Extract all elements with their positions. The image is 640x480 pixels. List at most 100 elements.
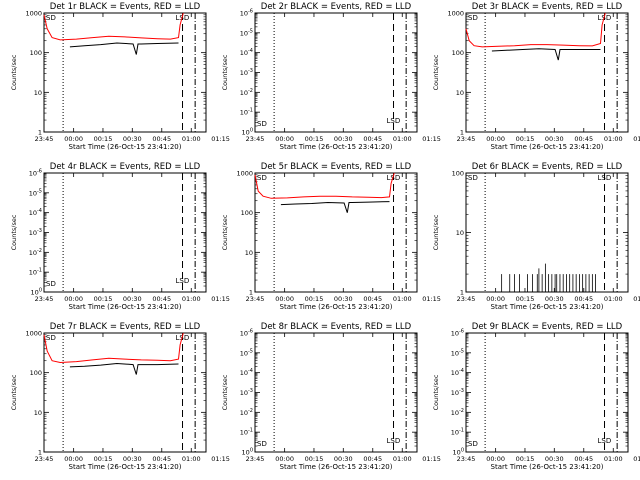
x-axis-label: Start Time (26-Oct-15 23:41:20) (491, 463, 604, 471)
y-tick-label-base: 10 (242, 449, 250, 457)
events-series-line (69, 42, 179, 55)
y-tick-label: 1000 (236, 170, 253, 178)
y-tick-label-base: 10 (240, 109, 248, 117)
y-tick-label-base: 10 (240, 29, 248, 37)
x-axis-label: Start Time (26-Oct-15 23:41:20) (69, 303, 182, 311)
y-axis-label: Counts/sec (10, 374, 18, 410)
x-tick-label: 23:45 (457, 455, 476, 463)
y-tick-label: 10-6 (240, 329, 253, 338)
y-tick-label-base: 10 (240, 49, 248, 57)
x-tick-label: 00:30 (545, 295, 564, 303)
plot-frame (43, 332, 207, 453)
y-tick-label: 100 (453, 448, 464, 457)
y-tick-label: 10-5 (451, 348, 464, 357)
x-tick-label: 00:15 (516, 135, 535, 143)
x-tick-label: 01:00 (393, 135, 412, 143)
y-tick-label: 10-2 (29, 248, 42, 257)
y-tick-label-exp: 0 (461, 448, 464, 454)
y-tick-label-base: 10 (240, 69, 248, 77)
events-series-line (280, 201, 390, 213)
panel-title: Det 7r BLACK = Events, RED = LLD (50, 322, 201, 332)
x-axis-label: Start Time (26-Oct-15 23:41:20) (280, 463, 393, 471)
plot-frame (465, 332, 629, 453)
marker-sd: SD (468, 440, 478, 448)
detector-panel-1: Det 1r BLACK = Events, RED = LLD 23:45 00:… (10, 2, 230, 151)
y-tick-label: 1 (460, 289, 464, 297)
detector-panel-4: Det 4r BLACK = Events, RED = LLD 23:45 00:… (10, 162, 230, 311)
y-tick-label: 10-1 (240, 108, 253, 117)
y-tick-label-base: 10 (240, 369, 248, 377)
y-tick-label-base: 10 (451, 369, 459, 377)
y-tick-label-exp: -1 (248, 428, 253, 434)
panel-title: Det 9r BLACK = Events, RED = LLD (472, 322, 623, 332)
x-tick-label: 00:45 (363, 135, 382, 143)
x-tick-label: 00:15 (94, 455, 113, 463)
x-tick-label: 00:00 (64, 295, 83, 303)
marker-sd: SD (257, 440, 267, 448)
y-tick-label: 100 (452, 170, 464, 178)
y-tick-label-exp: -3 (248, 388, 253, 394)
detector-panel-5: Det 5r BLACK = Events, RED = LLD 23:45 00:… (221, 162, 441, 311)
x-tick-label: 01:15 (633, 455, 640, 463)
x-tick-label: 00:30 (545, 135, 564, 143)
panel-title: Det 5r BLACK = Events, RED = LLD (261, 162, 412, 172)
y-axis-label: Counts/sec (221, 214, 229, 250)
x-tick-label: 01:00 (604, 135, 623, 143)
x-tick-label: 23:45 (35, 135, 54, 143)
x-tick-label: 00:30 (123, 455, 142, 463)
y-tick-label-exp: -6 (248, 9, 253, 15)
plot-frame (254, 12, 418, 133)
y-tick-label: 100 (242, 448, 253, 457)
x-tick-label: 00:30 (123, 295, 142, 303)
y-tick-label: 1000 (25, 10, 42, 18)
lld-series-line (43, 12, 184, 41)
y-tick-label: 100 (241, 209, 253, 217)
y-tick-label: 10-5 (29, 188, 42, 197)
x-tick-label: 00:45 (574, 295, 593, 303)
y-axis-label: Counts/sec (432, 374, 440, 410)
marker-lsd: LSD (387, 117, 401, 125)
y-tick-label: 1 (249, 289, 253, 297)
marker-sd: SD (257, 174, 267, 182)
y-tick-label: 100 (242, 128, 253, 137)
x-tick-label: 01:15 (422, 295, 441, 303)
y-tick-label: 10 (245, 249, 253, 257)
panel-title: Det 2r BLACK = Events, RED = LLD (261, 2, 412, 12)
x-tick-label: 00:45 (152, 295, 171, 303)
y-tick-label: 1 (460, 129, 464, 137)
y-tick-label-exp: -2 (37, 248, 42, 254)
x-tick-label: 00:45 (152, 135, 171, 143)
y-tick-label-base: 10 (240, 409, 248, 417)
y-tick-label: 10-3 (240, 388, 253, 397)
y-tick-label-base: 10 (240, 429, 248, 437)
y-tick-label: 10 (456, 229, 464, 237)
marker-lsd: LSD (387, 174, 401, 182)
y-tick-label: 10 (456, 89, 464, 97)
x-tick-label: 00:15 (305, 455, 324, 463)
y-tick-label-exp: -2 (459, 408, 464, 414)
x-tick-label: 23:45 (35, 455, 54, 463)
y-tick-label: 1 (38, 449, 42, 457)
marker-lsd: LSD (598, 174, 612, 182)
y-tick-label-exp: -3 (37, 228, 42, 234)
marker-sd: SD (46, 280, 56, 288)
y-tick-label: 1000 (447, 10, 464, 18)
y-tick-label: 10-6 (240, 9, 253, 18)
x-tick-label: 23:45 (35, 295, 54, 303)
y-tick-label: 10-3 (451, 388, 464, 397)
y-tick-label: 10-6 (451, 329, 464, 338)
x-tick-label: 01:00 (182, 135, 201, 143)
x-tick-label: 00:45 (363, 455, 382, 463)
marker-lsd: LSD (387, 437, 401, 445)
y-tick-label-base: 10 (29, 269, 37, 277)
y-tick-label: 10-6 (29, 169, 42, 178)
x-axis-label: Start Time (26-Oct-15 23:41:20) (69, 463, 182, 471)
x-tick-label: 00:45 (363, 295, 382, 303)
y-tick-label: 10 (34, 409, 42, 417)
y-tick-label-base: 10 (242, 129, 250, 137)
panel-title: Det 3r BLACK = Events, RED = LLD (472, 2, 623, 12)
y-tick-label-base: 10 (451, 429, 459, 437)
detector-panel-3: Det 3r BLACK = Events, RED = LLD 23:45 00:… (432, 2, 640, 151)
y-axis-label: Counts/sec (432, 214, 440, 250)
panel-title: Det 1r BLACK = Events, RED = LLD (50, 2, 201, 12)
